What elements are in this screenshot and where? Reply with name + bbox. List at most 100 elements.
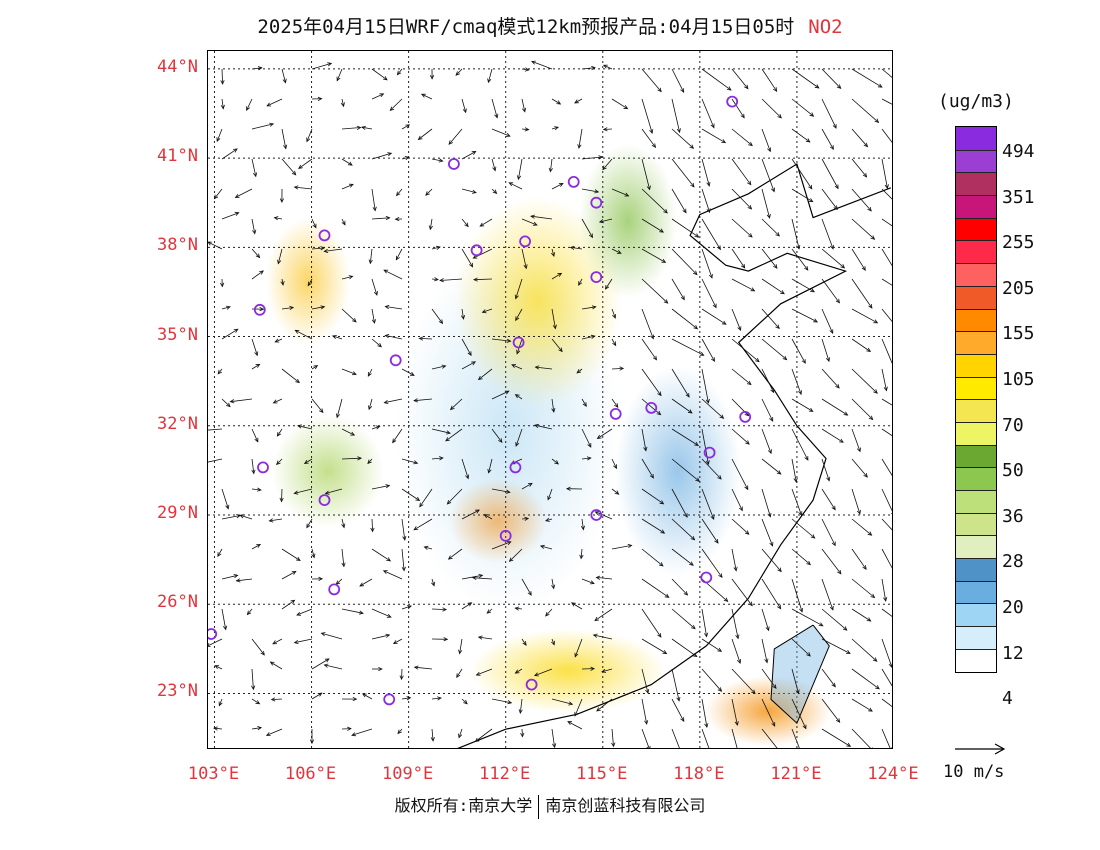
wind-vector-head	[710, 357, 715, 363]
wind-vector-head	[808, 198, 814, 203]
wind-vector	[296, 608, 313, 616]
wind-vector-head	[748, 601, 753, 607]
map-plot-area[interactable]	[207, 50, 893, 749]
wind-vector-head	[401, 566, 406, 572]
wind-vector	[551, 458, 559, 465]
latitude-label: 29°N	[157, 503, 198, 524]
wind-vector-head	[602, 165, 607, 171]
wind-vector-head	[657, 87, 662, 93]
wind-vector-head	[268, 518, 274, 523]
city-station-marker	[645, 401, 658, 414]
wind-vector-head	[545, 517, 550, 522]
wind-vector	[456, 668, 463, 678]
wind-vector	[476, 668, 493, 676]
wind-vector-head	[694, 441, 700, 447]
wind-vector-head	[442, 607, 448, 612]
wind-vector	[821, 398, 848, 416]
wind-vector-head	[798, 511, 803, 517]
wind-vector	[371, 278, 378, 296]
wind-vector	[431, 308, 443, 324]
wind-vector-head	[804, 455, 809, 461]
wind-vector-head	[417, 135, 423, 141]
wind-vector	[701, 338, 715, 362]
wind-vector-head	[257, 66, 263, 71]
wind-vector	[851, 668, 880, 690]
wind-vector	[791, 248, 809, 271]
wind-vector	[595, 511, 613, 520]
wind-vector	[251, 544, 261, 550]
wind-vector	[371, 426, 380, 430]
wind-vector-head	[487, 468, 492, 474]
wind-vector-head	[594, 511, 600, 516]
wind-vector-head	[705, 460, 710, 466]
wind-vector	[761, 98, 782, 119]
wind-vector	[277, 428, 283, 437]
wind-vector-head	[320, 246, 326, 251]
wind-vector	[401, 605, 412, 610]
wind-vector	[491, 428, 503, 443]
city-station-marker	[389, 354, 402, 367]
city-station-marker	[318, 494, 331, 507]
wind-vector-head	[467, 602, 473, 607]
wind-vector-head	[351, 732, 357, 737]
wind-reference-arrow	[955, 743, 1006, 755]
color-bar-segment	[956, 217, 996, 241]
wind-vector-head	[552, 324, 557, 330]
wind-vector	[371, 608, 392, 618]
wind-vector	[611, 248, 622, 254]
wind-vector	[545, 518, 553, 522]
wind-vector-head	[868, 415, 874, 421]
wind-vector-head	[548, 167, 553, 173]
wind-vector-head	[447, 555, 453, 560]
wind-vector-head	[514, 606, 520, 611]
wind-vector-head	[318, 576, 324, 581]
wind-vector	[641, 458, 654, 479]
wind-vector	[551, 728, 555, 748]
wind-vector-head	[283, 144, 288, 150]
wind-vector-head	[313, 365, 319, 370]
wind-vector	[246, 98, 253, 111]
wind-vector-head	[651, 143, 657, 149]
wind-vector	[450, 398, 463, 410]
city-station-marker	[470, 244, 483, 257]
wind-vector-head	[352, 696, 358, 702]
wind-vector	[881, 98, 892, 105]
wind-vector-head	[551, 640, 555, 646]
wind-vector-head	[472, 254, 478, 259]
wind-vector	[731, 368, 752, 385]
wind-vector-head	[527, 591, 532, 596]
wind-vector	[521, 638, 527, 646]
wind-vector-head	[808, 407, 814, 412]
wind-vector	[791, 338, 806, 364]
wind-vector	[515, 668, 523, 674]
wind-vector	[791, 98, 814, 117]
wind-vector	[731, 608, 739, 639]
wind-vector-head	[235, 578, 241, 583]
wind-vector	[431, 428, 451, 434]
color-bar-label: 36	[1002, 505, 1024, 527]
wind-vector	[701, 668, 722, 692]
wind-vector	[371, 68, 388, 81]
wind-vector-head	[577, 144, 582, 149]
color-bar-segment	[956, 421, 996, 445]
wind-vector	[641, 398, 661, 416]
wind-vector	[307, 278, 313, 286]
wind-vector	[597, 428, 613, 439]
wind-vector	[611, 398, 619, 408]
wind-vector-head	[676, 696, 681, 702]
wind-vector	[429, 218, 433, 230]
wind-vector-head	[598, 219, 604, 224]
wind-vector	[551, 98, 561, 105]
wind-vector	[531, 61, 553, 70]
wind-vector-head	[614, 403, 619, 408]
wind-vector-head	[862, 565, 867, 570]
wind-vector-head	[226, 305, 231, 310]
wind-vector-head	[663, 299, 669, 304]
wind-vector-head	[748, 233, 753, 238]
wind-vector	[641, 128, 656, 148]
wind-vector	[419, 488, 433, 507]
wind-vector-head	[717, 687, 723, 692]
city-station-marker	[208, 628, 218, 640]
wind-vector-head	[829, 145, 834, 151]
color-bar-segment	[956, 535, 996, 559]
